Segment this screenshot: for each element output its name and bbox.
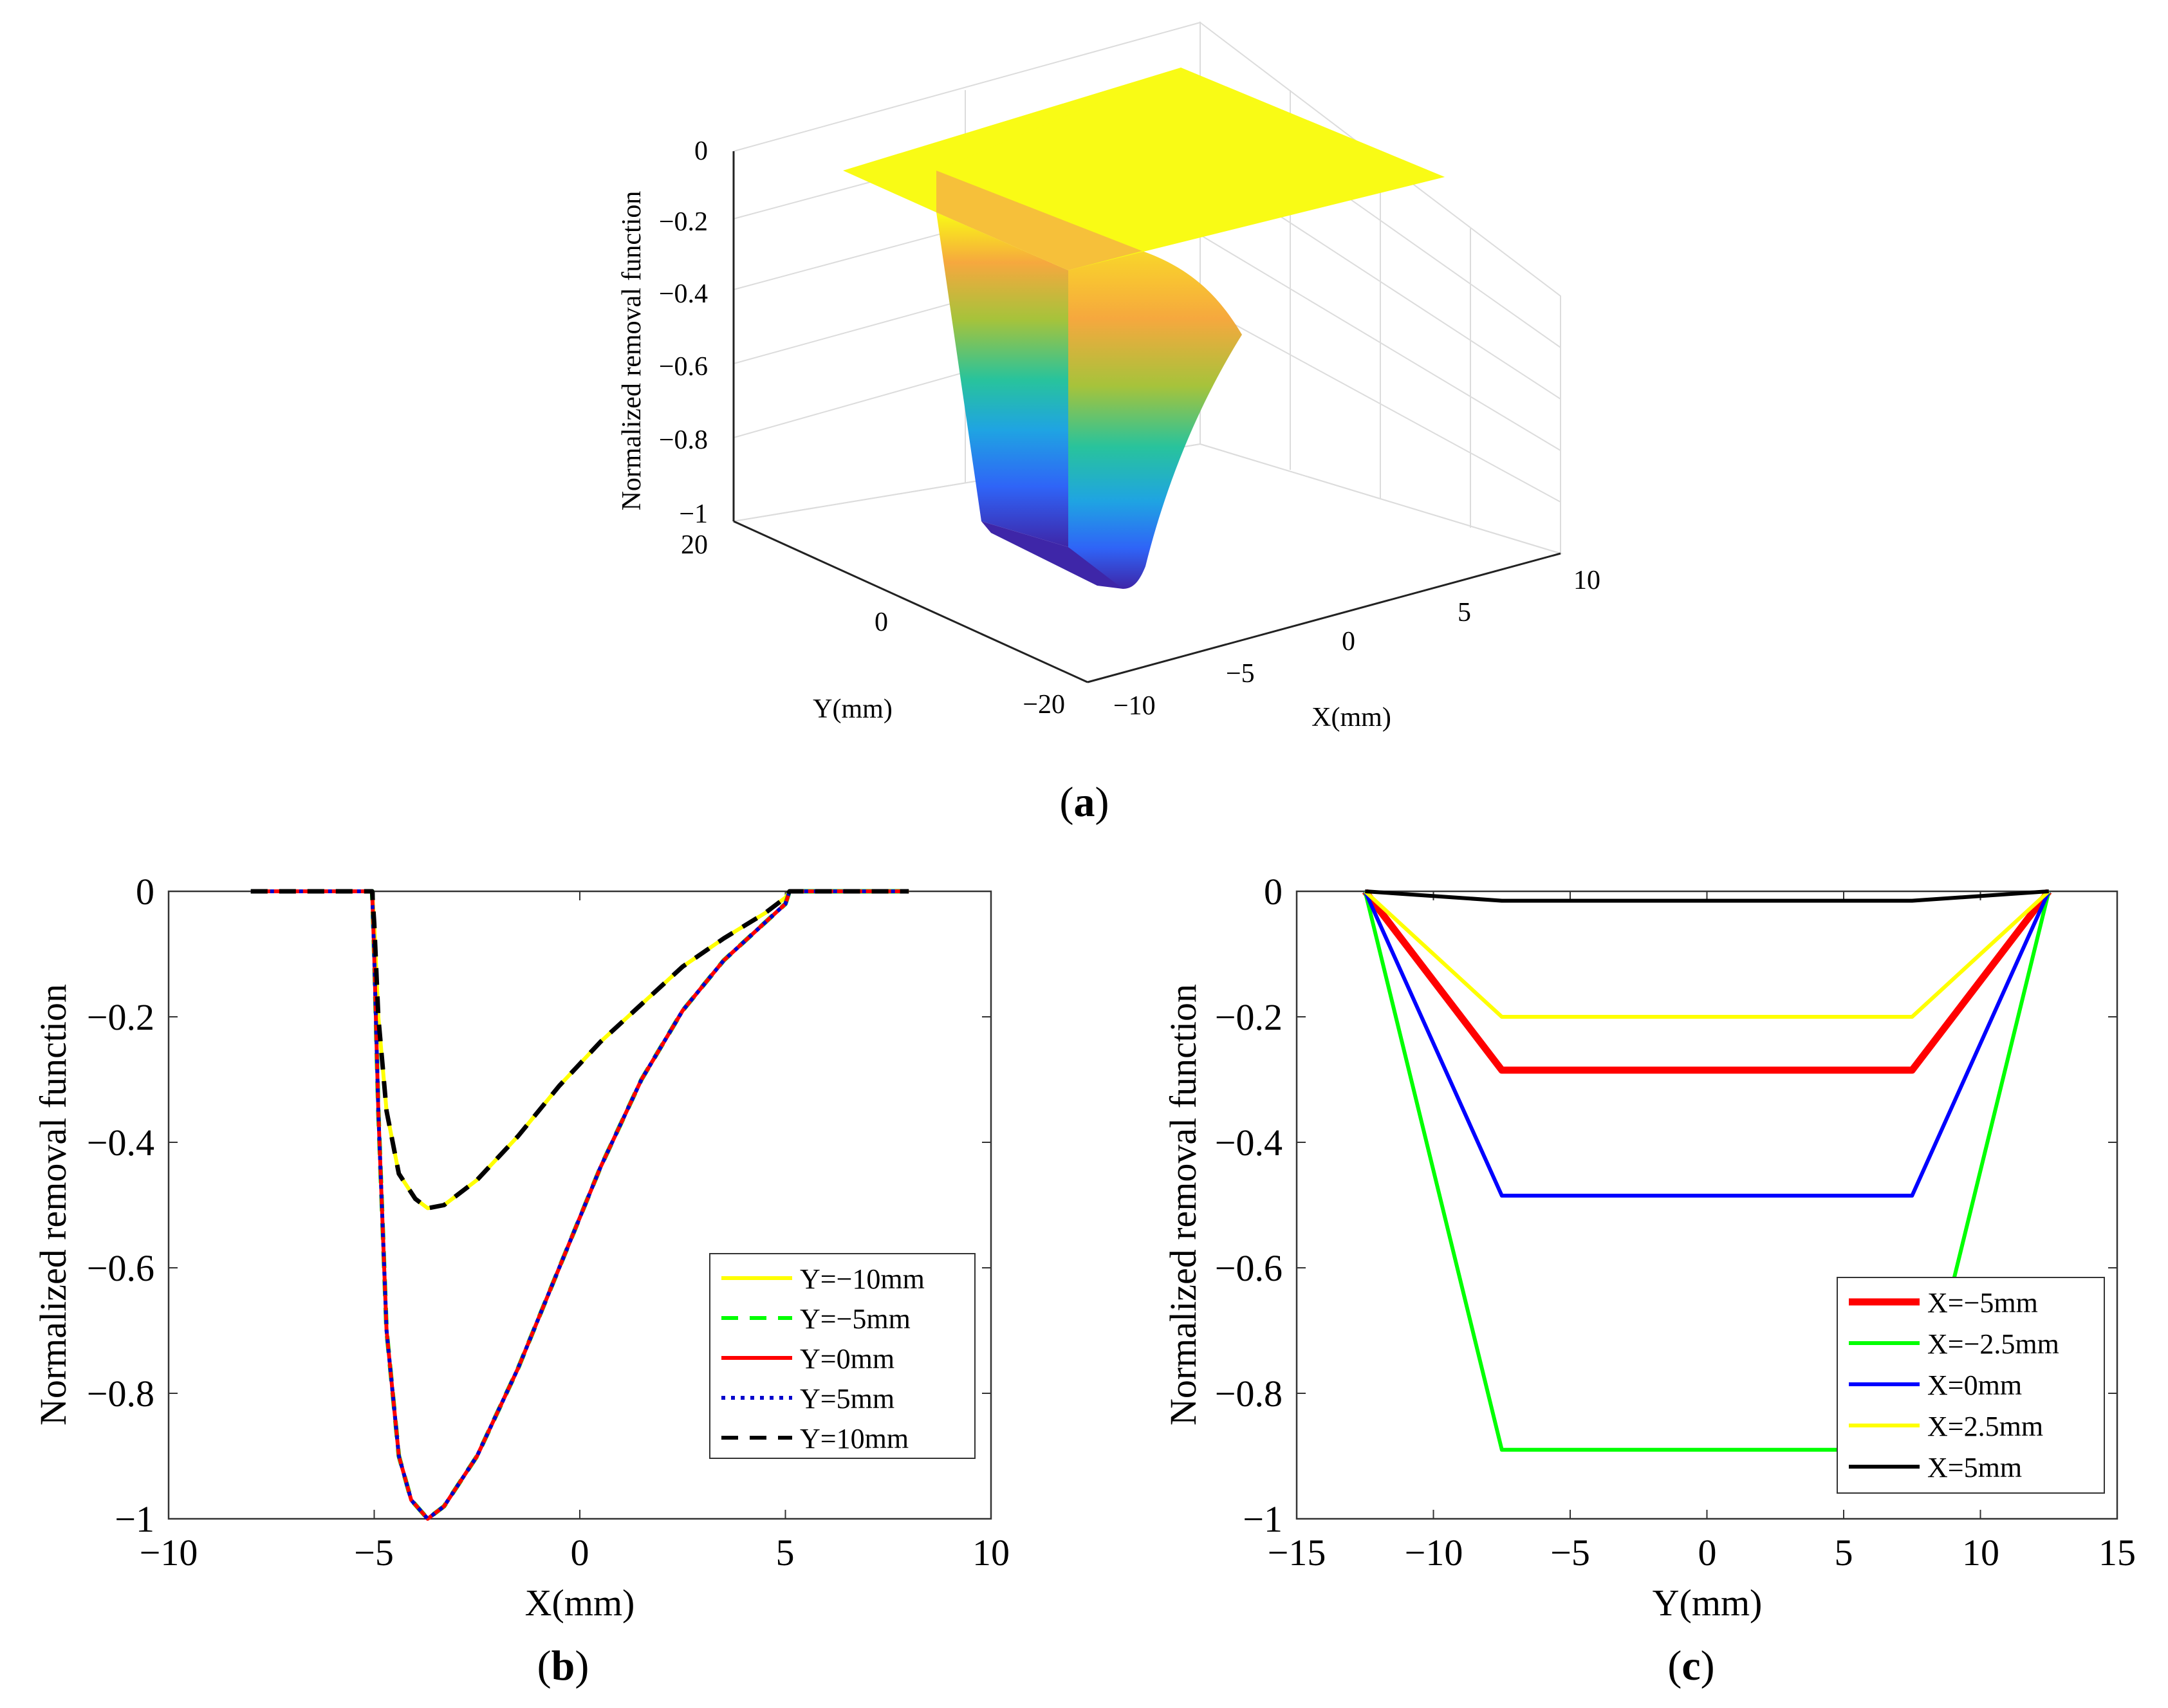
c-x-tick-m10: −10 xyxy=(1405,1532,1463,1573)
b-y-tick-1: −0.2 xyxy=(87,996,154,1038)
panel-a-z-ticks: 0 −0.2 −0.4 −0.6 −0.8 −1 xyxy=(659,136,708,529)
legend-label-3: Y=5mm xyxy=(800,1383,894,1415)
z-tick-4: −0.8 xyxy=(659,425,708,455)
z-tick-2: −0.4 xyxy=(659,279,708,309)
b-x-tick-m10: −10 xyxy=(140,1532,198,1573)
panel-b-line-chart: −10 −5 0 5 10 0 −0.2 −0.4 −0.6 −0.8 −1 X… xyxy=(32,871,1010,1624)
panel-a-axes xyxy=(732,151,1561,683)
panel-c-ticks xyxy=(1296,891,2118,1519)
b-y-tick-4: −0.8 xyxy=(87,1373,154,1415)
panel-a-y-ticks: 20 0 −20 xyxy=(681,530,1065,719)
surface-left-wall xyxy=(936,212,1068,547)
legend-label-4: Y=10mm xyxy=(800,1423,909,1454)
b-y-tick-5: −1 xyxy=(115,1498,154,1540)
b-x-tick-0: 0 xyxy=(571,1532,589,1573)
legend-label-1: X=−2.5mm xyxy=(1927,1328,2059,1360)
z-tick-0: 0 xyxy=(694,136,708,166)
c-y-tick-2: −0.4 xyxy=(1215,1122,1283,1164)
svg-text:(b): (b) xyxy=(537,1642,589,1689)
panel-a-x-label: X(mm) xyxy=(1311,703,1391,732)
c-x-tick-0: 0 xyxy=(1698,1532,1717,1573)
x-tick-0: 0 xyxy=(1342,627,1355,656)
legend-label-0: X=−5mm xyxy=(1927,1287,2038,1319)
legend-label-4: X=5mm xyxy=(1927,1452,2022,1483)
surface-inner-shadow xyxy=(936,171,1142,270)
surface-top-rim xyxy=(936,68,1445,251)
panel-a-y-label: Y(mm) xyxy=(813,694,893,724)
panel-b-series xyxy=(250,889,909,1521)
panel-c-y-label: Normalized removal function xyxy=(1162,984,1204,1425)
panel-b-legend-entries: Y=−10mm Y=−5mm Y=0mm Y=5mm Y=10mm xyxy=(721,1263,925,1454)
panel-a-surface-plot: 0 −0.2 −0.4 −0.6 −0.8 −1 Normalized remo… xyxy=(617,21,1600,732)
panel-c-series xyxy=(1362,889,2052,1452)
series-line-4 xyxy=(250,889,909,1211)
legend-label-1: Y=−5mm xyxy=(800,1303,911,1335)
c-x-tick-5: 5 xyxy=(1835,1532,1853,1573)
caption-c: (c) xyxy=(1667,1642,1714,1689)
x-tick-10: 10 xyxy=(1573,566,1600,595)
svg-text:(a): (a) xyxy=(1060,779,1109,826)
series-line-2 xyxy=(1363,890,2051,1198)
panel-b-ticks xyxy=(168,891,992,1519)
panel-c-legend: X=−5mm X=−2.5mm X=0mm X=2.5mm X=5mm xyxy=(1837,1277,2105,1494)
panel-b-legend: Y=−10mm Y=−5mm Y=0mm Y=5mm Y=10mm xyxy=(709,1253,976,1459)
legend-label-2: X=0mm xyxy=(1927,1369,2022,1401)
panel-c-line-chart: −15 −10 −5 0 5 10 15 0 −0.2 −0.4 −0.6 −0… xyxy=(1162,871,2136,1624)
legend-label-2: Y=0mm xyxy=(800,1343,894,1375)
c-y-tick-4: −0.8 xyxy=(1215,1373,1283,1415)
svg-text:(c): (c) xyxy=(1667,1642,1714,1689)
y-tick-20: 20 xyxy=(681,530,708,560)
y-tick-m20: −20 xyxy=(1023,690,1065,719)
series-line-0 xyxy=(250,889,909,1211)
z-tick-3: −0.6 xyxy=(659,352,708,382)
series-line-4 xyxy=(1365,889,2050,903)
panel-b-x-ticks: −10 −5 0 5 10 xyxy=(140,1532,1010,1573)
legend-label-0: Y=−10mm xyxy=(800,1263,925,1295)
caption-a: (a) xyxy=(1060,779,1109,826)
panel-b-y-label: Normalized removal function xyxy=(32,984,74,1425)
c-y-tick-5: −1 xyxy=(1243,1498,1283,1540)
b-x-tick-5: 5 xyxy=(776,1532,795,1573)
b-x-tick-10: 10 xyxy=(972,1532,1010,1573)
series-line-0 xyxy=(1362,889,2052,1074)
c-x-tick-m15: −15 xyxy=(1268,1532,1326,1573)
c-x-tick-m5: −5 xyxy=(1550,1532,1590,1573)
caption-b: (b) xyxy=(537,1642,589,1689)
panel-c-x-ticks: −15 −10 −5 0 5 10 15 xyxy=(1268,1532,2136,1573)
surface-bottom xyxy=(981,521,1129,589)
panel-c-y-ticks: 0 −0.2 −0.4 −0.6 −0.8 −1 xyxy=(1215,871,1283,1540)
b-x-tick-m5: −5 xyxy=(354,1532,394,1573)
series-line-3 xyxy=(1364,889,2050,1019)
c-y-tick-1: −0.2 xyxy=(1215,996,1283,1038)
b-y-tick-3: −0.6 xyxy=(87,1247,154,1289)
legend-label-3: X=2.5mm xyxy=(1927,1411,2043,1442)
panel-b-y-ticks: 0 −0.2 −0.4 −0.6 −0.8 −1 xyxy=(87,871,154,1540)
panel-a-surface xyxy=(843,68,1445,589)
c-x-tick-10: 10 xyxy=(1962,1532,1999,1573)
b-y-tick-2: −0.4 xyxy=(87,1122,154,1164)
x-tick-m5: −5 xyxy=(1226,659,1255,689)
surface-right-wall xyxy=(1068,251,1242,589)
panel-a-x-ticks: −10 −5 0 5 10 xyxy=(1113,566,1600,721)
series-line-3 xyxy=(250,889,909,1521)
c-y-tick-3: −0.6 xyxy=(1215,1247,1283,1289)
c-x-tick-15: 15 xyxy=(2099,1532,2136,1573)
panel-c-legend-entries: X=−5mm X=−2.5mm X=0mm X=2.5mm X=5mm xyxy=(1849,1287,2059,1483)
z-tick-5: −1 xyxy=(679,499,708,529)
x-tick-5: 5 xyxy=(1458,598,1471,627)
panel-b-x-label: X(mm) xyxy=(525,1582,635,1624)
x-tick-m10: −10 xyxy=(1113,691,1156,721)
panel-a-z-label: Normalized removal function xyxy=(617,191,647,511)
panel-c-x-label: Y(mm) xyxy=(1653,1582,1763,1624)
c-y-tick-0: 0 xyxy=(1264,871,1283,913)
y-tick-0: 0 xyxy=(875,608,888,637)
b-y-tick-0: 0 xyxy=(136,871,154,913)
z-tick-1: −0.2 xyxy=(659,207,708,237)
series-line-1 xyxy=(1363,891,2051,1452)
